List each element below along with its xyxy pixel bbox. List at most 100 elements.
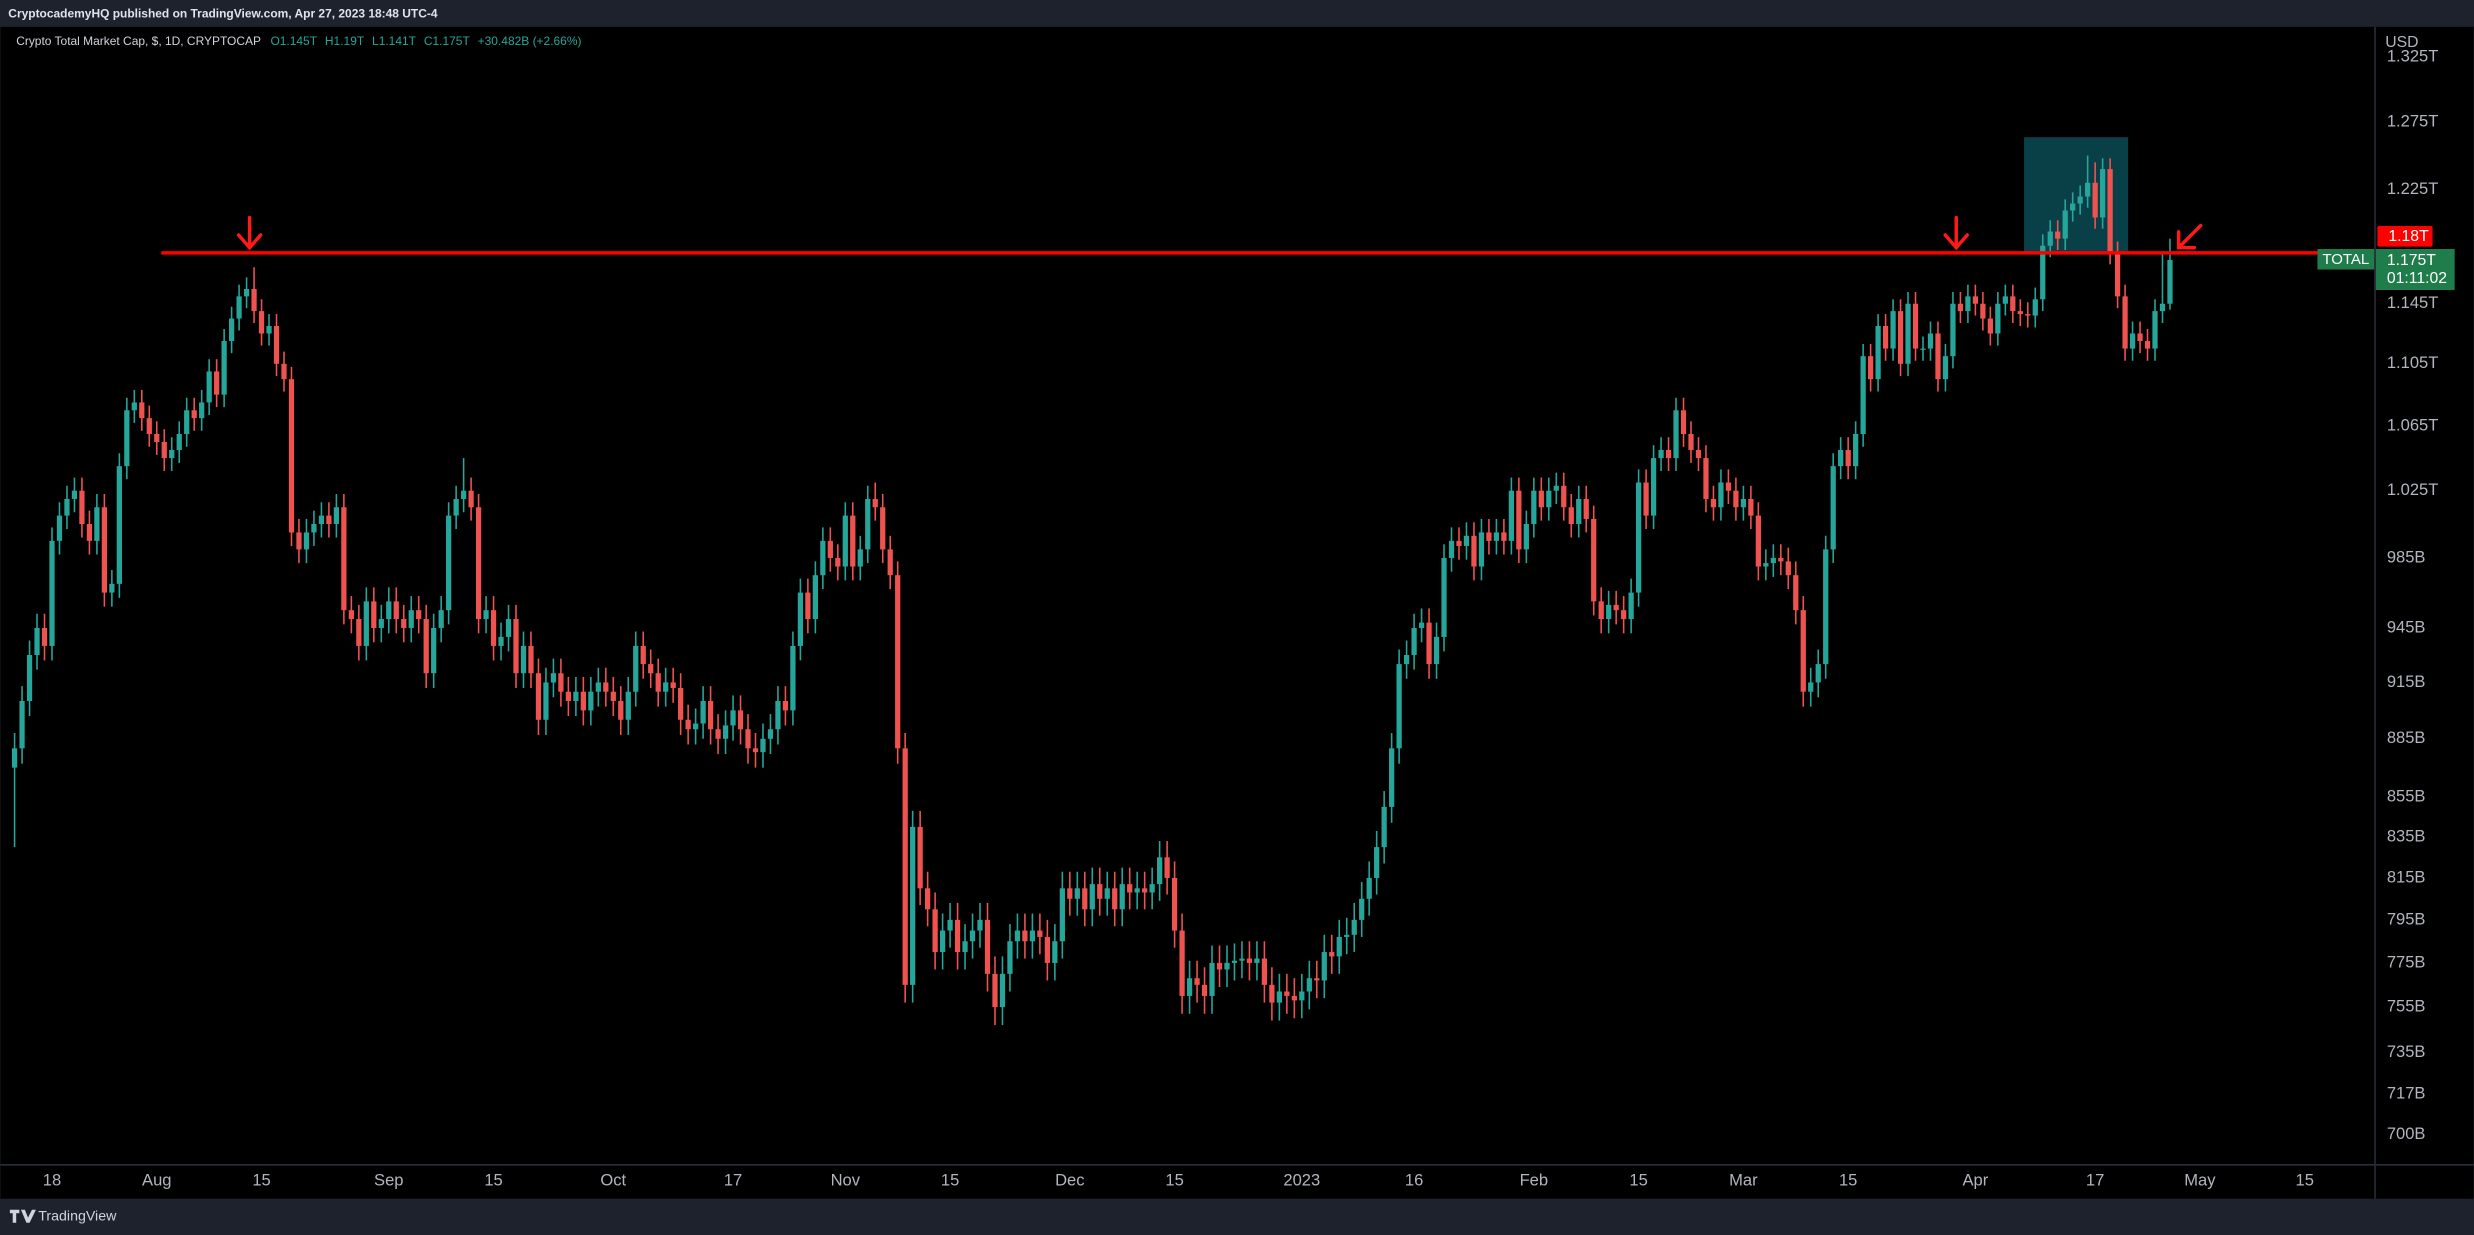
y-tick-label: 815B [2387, 867, 2426, 886]
x-tick-label: 15 [1839, 1171, 1857, 1190]
candle-body [618, 701, 624, 720]
candle-body [1546, 490, 1552, 508]
candle-body [288, 379, 295, 533]
candle-body [1725, 482, 1732, 491]
last-price-box [2375, 249, 2455, 291]
candle-body [1680, 410, 1687, 435]
candle-body [1291, 995, 1297, 1001]
candle-body [431, 627, 437, 674]
candle-body [580, 691, 586, 711]
candle-body [1965, 296, 1971, 312]
candle-body [1067, 888, 1073, 899]
candle-body [1022, 930, 1028, 942]
candle-body [1463, 535, 1470, 546]
candle-body [1718, 482, 1724, 508]
x-tick-label: 15 [941, 1171, 959, 1190]
candle-body [49, 540, 55, 646]
candle-body [977, 919, 983, 931]
candle-body [1097, 884, 1103, 899]
candle-body [842, 515, 848, 567]
published-note: CryptocademyHQ published on TradingView.… [8, 6, 438, 20]
candle-body [401, 619, 407, 628]
candle-body [71, 490, 78, 499]
x-tick-label: 17 [2086, 1171, 2104, 1190]
y-tick-label: 1.025T [2387, 480, 2439, 499]
candle-body [1014, 930, 1021, 942]
candle-body [124, 410, 130, 467]
candle-body [588, 691, 594, 711]
candle-body [1157, 857, 1163, 885]
candle-body [565, 691, 572, 702]
candle-body [1905, 303, 1911, 364]
candle-body [962, 941, 968, 953]
candle-body [1201, 984, 1208, 996]
series-name: TOTAL [2322, 251, 2369, 268]
arrow [1943, 215, 1970, 251]
candle-body [1823, 549, 1829, 665]
candle-body [2055, 231, 2061, 239]
ohlc-label: L1.141T [372, 34, 417, 48]
candle-body [1044, 936, 1050, 963]
ohlc-label: O1.145T [270, 34, 317, 48]
candle-body [56, 515, 63, 541]
candle-body [378, 619, 384, 628]
countdown-label: 01:11:02 [2387, 270, 2447, 287]
candle-body [782, 701, 789, 711]
candle-body [1456, 540, 1462, 546]
candle-body [1583, 498, 1589, 519]
x-tick-label: 16 [1405, 1171, 1423, 1190]
candle-body [999, 973, 1006, 1008]
x-tick-label: Oct [600, 1171, 626, 1190]
y-tick-label: 795B [2387, 909, 2426, 928]
candle-body [663, 682, 669, 692]
candle-body [1059, 888, 1065, 942]
x-tick-label: Apr [1963, 1171, 1989, 1190]
candle-body [1389, 748, 1395, 807]
candle-body [1897, 311, 1904, 364]
candle-body [273, 326, 280, 364]
y-tick-label: 1.225T [2387, 179, 2439, 198]
candle-body [1800, 610, 1806, 692]
candle-body [1995, 303, 2001, 334]
y-tick-label: 1.145T [2387, 293, 2439, 312]
candle-body [1972, 296, 1979, 304]
candle-body [895, 575, 901, 749]
candle-body [730, 710, 736, 726]
candle-body [243, 289, 250, 297]
candle-body [693, 723, 699, 730]
candle-body [648, 664, 654, 674]
candle-body [1142, 888, 1148, 893]
candle-body [1486, 532, 1492, 541]
candle-body [1853, 434, 1859, 467]
candle-body [1082, 888, 1088, 910]
candle-body [984, 919, 991, 974]
candle-body [1838, 450, 1844, 467]
candle-body [2002, 296, 2008, 304]
candle-body [251, 289, 257, 312]
candle-body [513, 619, 519, 674]
candle-body [1890, 311, 1896, 349]
candle-body [1261, 958, 1268, 985]
x-tick-label: 2023 [1283, 1171, 1320, 1190]
candle-body [1501, 532, 1507, 541]
candle-body [333, 507, 340, 524]
candle-body [1935, 333, 1941, 380]
candle-body [2107, 169, 2113, 253]
candle-body [1673, 410, 1679, 459]
candle-body [311, 523, 317, 533]
candle-body [722, 725, 729, 739]
candle-body [1306, 978, 1312, 992]
last-price-label: 1.175T [2387, 252, 2436, 269]
y-tick-label: 885B [2387, 728, 2426, 747]
candle-body [633, 645, 639, 692]
candle-body [1134, 888, 1140, 893]
y-tick-label: 717B [2387, 1084, 2426, 1103]
candle-body [64, 498, 70, 516]
candle-body [11, 748, 18, 768]
candle-body [2017, 311, 2023, 315]
candle-body [2167, 260, 2173, 304]
y-tick-label: 1.275T [2387, 111, 2439, 130]
candle-body [468, 490, 474, 508]
candle-body [199, 402, 205, 419]
candle-body [326, 515, 332, 524]
